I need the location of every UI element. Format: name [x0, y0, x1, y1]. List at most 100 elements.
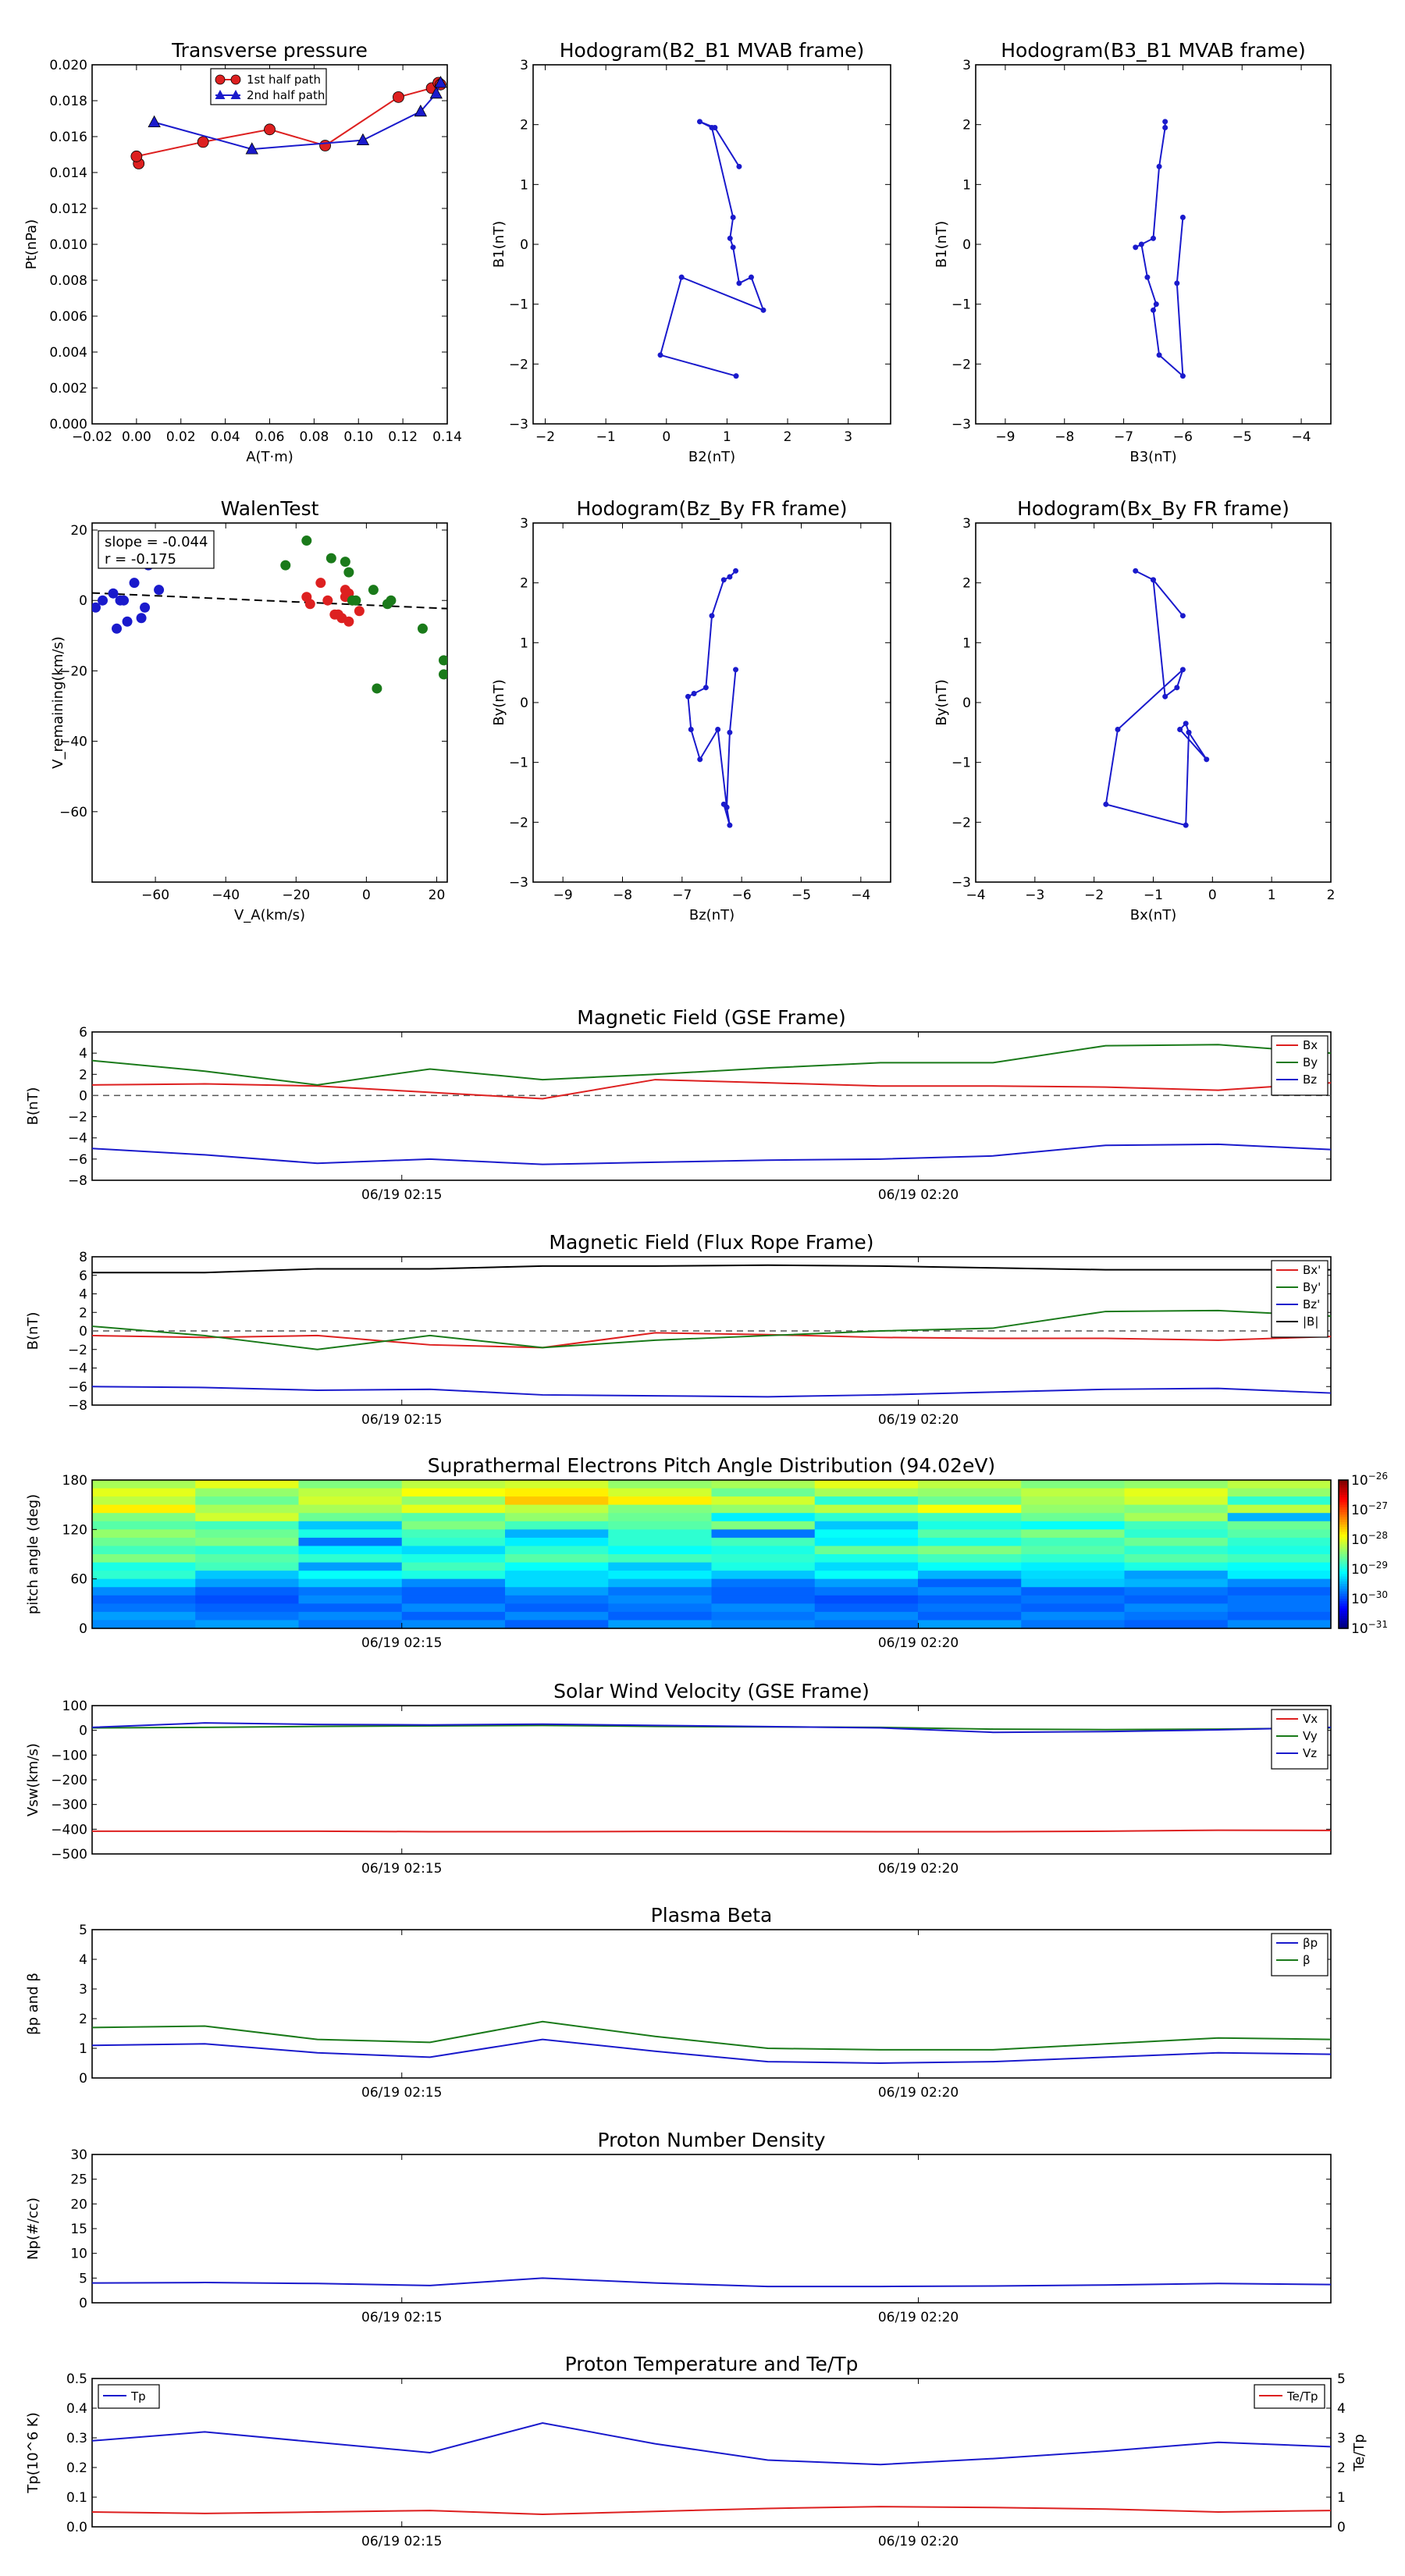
heatmap-cell [195, 1603, 300, 1613]
heatmap-cell [711, 1504, 816, 1514]
y-tick-label: 6 [79, 1025, 87, 1041]
data-point [1151, 577, 1156, 583]
x-tick-label: −7 [1114, 429, 1133, 445]
chart-title: Hodogram(Bx_By FR frame) [1017, 497, 1289, 520]
heatmap-cell [92, 1488, 196, 1497]
x-tick-label: −5 [1232, 429, 1252, 445]
x-tick-label: −1 [596, 429, 616, 445]
heatmap-cell [814, 1546, 919, 1555]
data-point [414, 104, 428, 117]
y-tick-label: −4 [68, 1131, 87, 1147]
heatmap-cell [92, 1521, 196, 1530]
data-point [709, 125, 715, 130]
colorbar-frame [1338, 1479, 1349, 1629]
heatmap-cell [1227, 1603, 1332, 1613]
x-axis-label: A(T·m) [246, 449, 293, 465]
colorbar-cell [1339, 1606, 1348, 1610]
data-point [130, 150, 143, 162]
heatmap-cell [1021, 1595, 1126, 1604]
heatmap-cell [1124, 1480, 1229, 1489]
x-tick-label: −4 [966, 888, 985, 903]
heatmap-cell [505, 1571, 609, 1580]
y-tick-label: 0.020 [49, 58, 87, 73]
heatmap-cell [195, 1480, 300, 1489]
y-tick-label: 0 [962, 237, 971, 253]
heatmap-cell [505, 1488, 609, 1497]
colorbar-cell [1339, 1525, 1348, 1528]
chart-title: Magnetic Field (Flux Rope Frame) [549, 1231, 873, 1254]
heatmap-cell [92, 1554, 196, 1564]
y-tick-label: 4 [79, 1952, 87, 1968]
data-point [1179, 373, 1186, 379]
colorbar-cell [1339, 1532, 1348, 1535]
legend-label: Vx [1303, 1712, 1318, 1726]
y-tick-label: −1 [951, 756, 971, 771]
heatmap-cell [711, 1587, 816, 1596]
heatmap-cell [1227, 1546, 1332, 1555]
legend-box [1271, 1933, 1329, 1976]
heatmap-cell [608, 1611, 713, 1621]
y-tick-label: 0.004 [49, 345, 87, 361]
heatmap-cell [92, 1496, 196, 1506]
x-tick-label: −8 [1055, 429, 1074, 445]
heatmap-cell [918, 1480, 1022, 1489]
colorbar-cell [1339, 1549, 1348, 1553]
heatmap-cell [814, 1578, 919, 1588]
heatmap-cell [1124, 1504, 1229, 1514]
heatmap-cell [814, 1488, 919, 1497]
colorbar-cell [1339, 1603, 1348, 1607]
x-tick-label: 06/19 02:15 [361, 1187, 442, 1203]
y-tick-label: 15 [70, 2222, 87, 2237]
heatmap-cell [1227, 1562, 1332, 1571]
heatmap-cell [918, 1488, 1022, 1497]
y-tick-label: 2 [520, 576, 528, 592]
heatmap-cell [298, 1620, 403, 1629]
heatmap-cell [814, 1504, 919, 1514]
colorbar-cell [1339, 1561, 1348, 1565]
y-tick-label: 0.012 [49, 201, 87, 217]
plot-frame [975, 522, 1332, 883]
y-tick-label: 0 [79, 2296, 87, 2311]
heatmap-cell [505, 1504, 609, 1514]
heatmap-cell [92, 1571, 196, 1580]
heatmap-cell [814, 1587, 919, 1596]
heatmap-cell [195, 1595, 300, 1604]
heatmap-cell [608, 1587, 713, 1596]
y-tick-label: 0.002 [49, 381, 87, 397]
y-axis-label: Vsw(km/s) [25, 1743, 41, 1816]
colorbar-cell [1339, 1480, 1348, 1483]
heatmap-cell [401, 1595, 506, 1604]
series-line-1 [91, 2020, 1332, 2051]
heatmap-cell [1124, 1513, 1229, 1522]
y-axis-label: Pt(nPa) [23, 219, 40, 269]
heatmap-cell [1021, 1554, 1126, 1564]
colorbar-cell [1339, 1608, 1348, 1612]
heatmap-cell [814, 1611, 919, 1621]
data-point [429, 86, 443, 99]
data-point [727, 822, 733, 828]
x-tick-label: −8 [613, 888, 632, 903]
heatmap-cell [298, 1488, 403, 1497]
y-axis-label: B1(nT) [491, 221, 507, 268]
heatmap-cell [814, 1513, 919, 1522]
colorbar-cell [1339, 1492, 1348, 1496]
heatmap-cell [711, 1513, 816, 1522]
y-tick-label: 0 [79, 1724, 87, 1739]
chart-h3: Hodogram(Bz_By FR frame) −9 −8 −7 −6 −5 −4 −3 −2… [491, 497, 891, 923]
data-point [393, 91, 404, 103]
data-point [245, 142, 258, 155]
heatmap-cell [505, 1578, 609, 1588]
heatmap-cell [195, 1611, 300, 1621]
heatmap-cell [918, 1587, 1022, 1596]
heatmap-cell [918, 1620, 1022, 1629]
data-point [92, 602, 101, 613]
heatmap-cell [505, 1521, 609, 1530]
heatmap-cell [1021, 1529, 1126, 1539]
y-tick-label: −300 [51, 1798, 87, 1813]
y-tick-label: 3 [520, 58, 528, 73]
legend-label: Vy [1303, 1729, 1318, 1743]
data-point [154, 585, 165, 596]
data-point [657, 352, 663, 358]
data-point [438, 669, 447, 680]
plot-frame [532, 522, 891, 883]
